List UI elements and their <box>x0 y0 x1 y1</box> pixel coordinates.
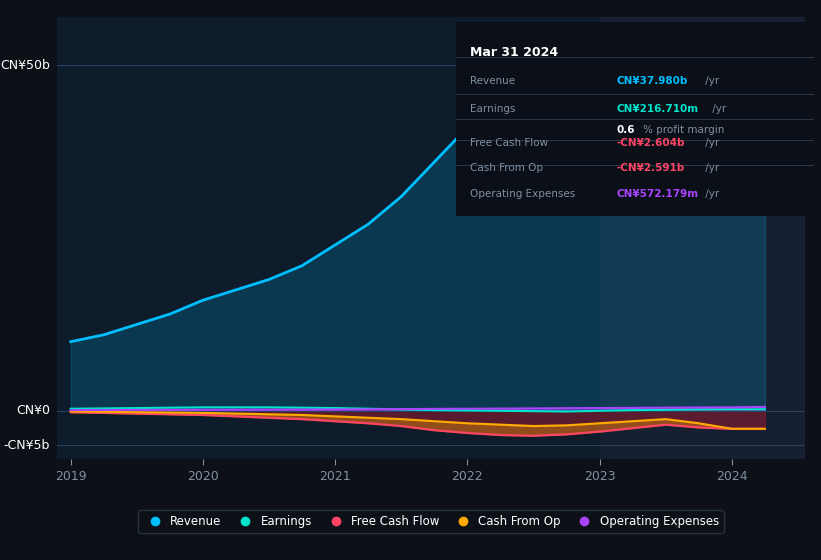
Text: CN¥216.710m: CN¥216.710m <box>617 104 699 114</box>
Text: /yr: /yr <box>702 77 719 86</box>
Text: /yr: /yr <box>702 138 719 148</box>
Text: Mar 31 2024: Mar 31 2024 <box>470 45 558 59</box>
Text: /yr: /yr <box>702 189 719 199</box>
Legend: Revenue, Earnings, Free Cash Flow, Cash From Op, Operating Expenses: Revenue, Earnings, Free Cash Flow, Cash … <box>139 511 723 533</box>
Bar <box>599 17 805 459</box>
Text: -CN¥2.604b: -CN¥2.604b <box>617 138 685 148</box>
Text: CN¥0: CN¥0 <box>16 404 50 417</box>
Text: Revenue: Revenue <box>470 77 515 86</box>
Text: 0.6: 0.6 <box>617 125 635 135</box>
Text: Operating Expenses: Operating Expenses <box>470 189 576 199</box>
Text: /yr: /yr <box>702 164 719 174</box>
Text: CN¥572.179m: CN¥572.179m <box>617 189 699 199</box>
Text: CN¥37.980b: CN¥37.980b <box>617 77 688 86</box>
Text: CN¥50b: CN¥50b <box>0 59 50 72</box>
Text: Cash From Op: Cash From Op <box>470 164 543 174</box>
Text: -CN¥2.591b: -CN¥2.591b <box>617 164 685 174</box>
Text: Earnings: Earnings <box>470 104 516 114</box>
Text: Free Cash Flow: Free Cash Flow <box>470 138 548 148</box>
Text: % profit margin: % profit margin <box>643 125 724 135</box>
Text: /yr: /yr <box>709 104 727 114</box>
Text: -CN¥5b: -CN¥5b <box>3 439 50 452</box>
